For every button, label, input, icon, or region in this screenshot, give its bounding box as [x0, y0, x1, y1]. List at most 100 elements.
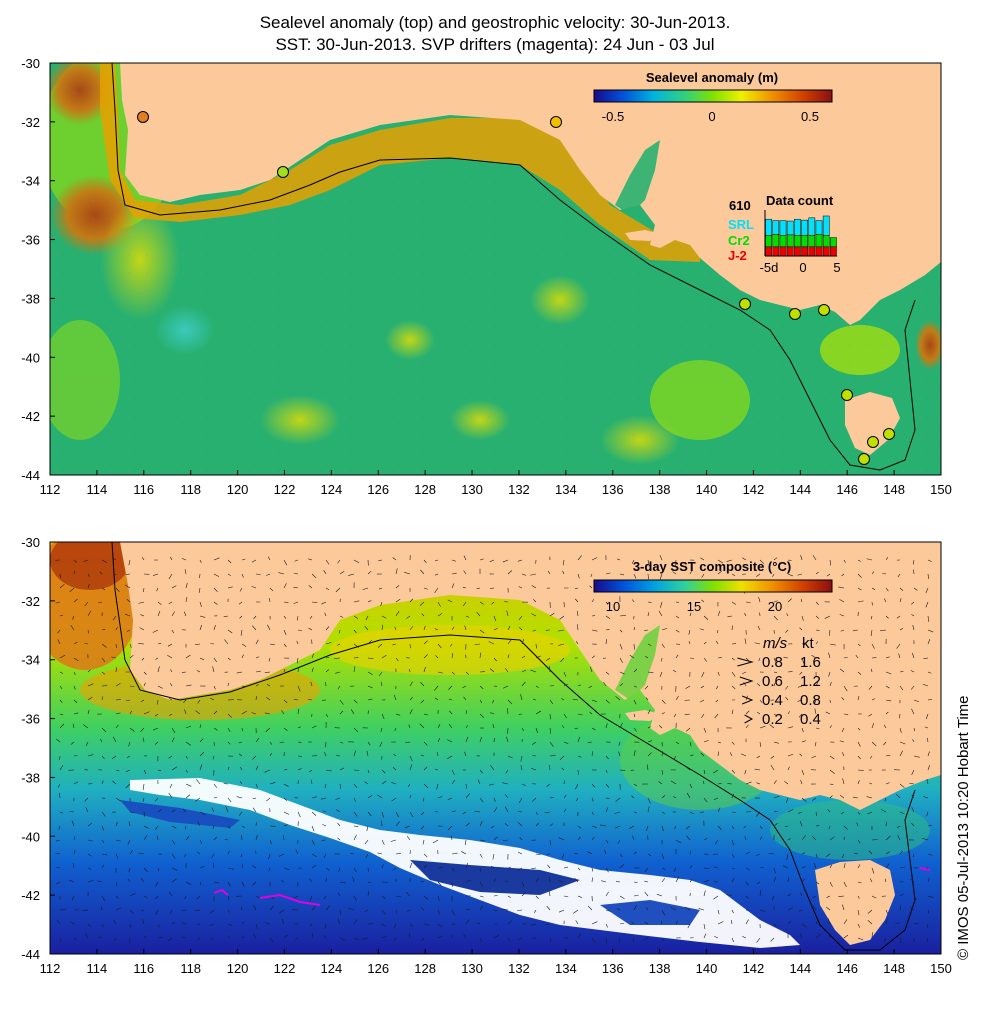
velocity-arrow [899, 850, 903, 855]
velocity-arrow [423, 783, 429, 789]
x-tick-label: 114 [87, 961, 108, 976]
velocity-arrow [898, 653, 901, 659]
velocity-arrow [922, 837, 929, 841]
data-count-bar-srl [808, 217, 816, 236]
velocity-arrow [325, 587, 330, 591]
velocity-arrow [463, 934, 467, 939]
velocity-arrow [337, 685, 341, 690]
velocity-arrow [283, 783, 289, 787]
velocity-arrow [619, 657, 623, 663]
velocity-arrow [196, 895, 201, 900]
velocity-arrow [561, 725, 565, 729]
velocity-arrow [381, 654, 387, 659]
velocity-arrow [773, 876, 776, 883]
velocity-arrow [745, 710, 750, 715]
velocity-arrow [840, 629, 845, 632]
velocity-arrow [409, 598, 414, 603]
velocity-arrow [213, 727, 218, 731]
velocity-arrow [769, 724, 775, 729]
velocity-arrow [59, 685, 63, 690]
velocity-arrow [787, 711, 790, 715]
velocity-legend-ms: 0.6 [762, 673, 783, 690]
velocity-arrow [659, 555, 663, 561]
velocity-arrow [506, 610, 509, 617]
velocity-arrow [507, 937, 511, 942]
velocity-arrow [297, 667, 299, 673]
velocity-arrow [157, 611, 161, 617]
velocity-arrow [213, 557, 220, 561]
velocity-arrow [787, 671, 793, 673]
velocity-arrow [870, 615, 873, 620]
velocity-arrow [297, 811, 301, 818]
velocity-arrow [57, 783, 61, 788]
velocity-arrow [338, 629, 341, 634]
velocity-arrow [283, 583, 287, 589]
velocity-arrow [72, 863, 75, 869]
velocity-arrow [689, 601, 691, 607]
velocity-arrow [688, 629, 691, 635]
velocity-arrow [171, 809, 176, 813]
velocity-arrow [798, 713, 803, 718]
velocity-arrow [574, 598, 579, 603]
velocity-arrow [334, 657, 341, 659]
velocity-arrow [871, 741, 877, 747]
velocity-arrow [782, 865, 789, 869]
velocity-arrow [786, 853, 789, 860]
velocity-arrow [731, 793, 734, 799]
x-tick-label: 142 [743, 961, 765, 976]
data-count-bar-cr2 [786, 234, 794, 248]
sst-land-tasmania [815, 860, 895, 945]
velocity-arrow [842, 752, 845, 757]
velocity-arrow [517, 559, 523, 562]
velocity-arrow [759, 741, 762, 747]
velocity-arrow [756, 937, 761, 943]
velocity-arrow [212, 825, 215, 829]
velocity-arrow [268, 657, 271, 662]
velocity-arrow [310, 779, 313, 785]
drifter-track [259, 893, 321, 906]
velocity-arrow [885, 835, 891, 841]
velocity-arrow [507, 654, 510, 659]
velocity-arrow [885, 821, 887, 827]
y-tick-label: -38 [21, 291, 40, 306]
velocity-arrow [210, 698, 215, 701]
velocity-arrow [685, 906, 691, 911]
velocity-arrow [632, 599, 635, 603]
velocity-arrow [155, 895, 159, 900]
velocity-arrow [869, 878, 873, 883]
velocity-arrow [773, 810, 778, 813]
velocity-arrow [885, 556, 889, 561]
velocity-arrow [143, 935, 147, 939]
velocity-arrow [321, 601, 327, 605]
velocity-arrow [239, 615, 243, 619]
velocity-arrow [395, 610, 400, 617]
velocity-arrow [675, 629, 680, 633]
velocity-arrow [517, 811, 523, 813]
velocity-arrow [911, 769, 915, 775]
velocity-arrow [73, 937, 77, 941]
velocity-arrow [703, 769, 706, 774]
velocity-arrow [199, 615, 206, 618]
velocity-arrow [464, 751, 467, 757]
velocity-arrow [423, 713, 428, 716]
velocity-arrow [125, 573, 131, 575]
velocity-arrow [367, 570, 372, 575]
velocity-arrow [101, 864, 104, 869]
velocity-arrow [182, 909, 187, 911]
velocity-arrow [390, 839, 397, 842]
tide-gauge-marker [883, 428, 895, 440]
svp-drifters [213, 867, 931, 906]
velocity-arrow [563, 713, 567, 719]
velocity-arrow [185, 684, 192, 687]
velocity-arrow [800, 555, 803, 561]
velocity-arrow [867, 919, 873, 925]
velocity-arrow [434, 559, 439, 562]
velocity-arrow [561, 853, 565, 859]
velocity-arrow [857, 573, 862, 578]
velocity-arrow [395, 852, 402, 855]
velocity-arrow [604, 849, 607, 855]
velocity-arrow [773, 671, 778, 674]
velocity-arrow [731, 709, 734, 715]
velocity-arrow [507, 866, 512, 869]
velocity-arrow [465, 793, 471, 799]
